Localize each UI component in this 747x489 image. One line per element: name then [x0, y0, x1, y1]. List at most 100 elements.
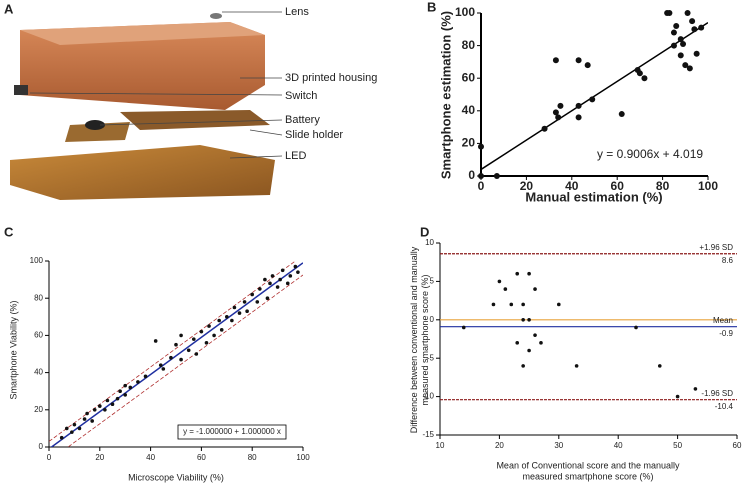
diagram-label: Slide holder: [285, 129, 343, 141]
data-point: [684, 10, 691, 16]
switch: [14, 85, 28, 95]
data-point: [527, 348, 531, 353]
data-point: [666, 10, 673, 16]
panel-label: B: [427, 0, 436, 14]
fit-line: [49, 261, 297, 442]
y-tick-label: 40: [34, 368, 43, 377]
reference-label: Mean: [713, 316, 733, 325]
data-point: [115, 396, 120, 401]
data-point: [103, 408, 107, 412]
data-point: [90, 419, 94, 423]
data-point: [515, 341, 520, 345]
data-point: [584, 62, 591, 69]
data-point: [589, 96, 596, 103]
data-point: [686, 65, 693, 72]
data-point: [153, 339, 158, 343]
diagram-label: Battery: [285, 114, 320, 126]
data-point: [533, 287, 537, 291]
data-point: [288, 274, 293, 278]
x-tick-label: 60: [197, 453, 206, 462]
y-axis-label: measured smartphone score (%): [420, 274, 430, 405]
data-point: [515, 271, 520, 276]
reference-label: +1.96 SD: [699, 243, 733, 252]
housing-top: [20, 22, 265, 45]
data-point: [461, 325, 466, 330]
data-point: [179, 333, 183, 338]
data-point: [689, 18, 696, 25]
data-point: [533, 333, 537, 337]
panel: C 0 20 40 60 80 100 0 20 40 60 80 100 Microscope Viab…: [4, 224, 310, 482]
data-point: [123, 383, 127, 388]
data-point: [59, 435, 64, 440]
diagram-label: Switch: [285, 90, 317, 102]
data-point: [77, 426, 82, 431]
data-point: [98, 404, 102, 408]
x-tick-label: 0: [478, 179, 485, 193]
data-point: [497, 279, 502, 284]
x-tick-label: 30: [554, 441, 563, 450]
data-point: [270, 274, 275, 278]
equation-box: [177, 424, 287, 440]
y-tick-label: 0: [468, 168, 475, 182]
data-point: [491, 302, 496, 307]
y-tick-label: 0: [430, 315, 435, 324]
data-point: [219, 328, 224, 332]
data-point: [575, 57, 582, 64]
data-point: [232, 305, 237, 310]
y-tick-label: 80: [34, 293, 43, 302]
data-point: [680, 40, 687, 47]
data-point: [72, 422, 77, 427]
x-tick-label: 20: [520, 179, 534, 193]
data-point: [675, 394, 680, 399]
data-point: [478, 173, 484, 179]
data-point: [275, 285, 280, 289]
data-point: [143, 374, 148, 379]
data-point: [85, 411, 89, 416]
data-point: [82, 417, 87, 421]
panel-label: C: [4, 224, 14, 239]
y-tick-label: -15: [422, 430, 434, 439]
fit-line: [67, 274, 303, 447]
data-point: [552, 57, 559, 64]
diagram-label: LED: [285, 150, 306, 162]
data-point: [698, 24, 705, 31]
data-point: [641, 75, 648, 82]
x-tick-label: 100: [698, 179, 718, 193]
data-point: [521, 318, 525, 322]
reference-value: -10.4: [715, 402, 734, 411]
data-point: [212, 333, 216, 338]
data-point: [136, 380, 140, 384]
data-point: [242, 300, 247, 304]
data-point: [64, 426, 69, 431]
data-point: [541, 125, 548, 132]
data-point: [557, 102, 564, 109]
data-point: [296, 270, 300, 274]
data-point: [128, 385, 133, 390]
y-tick-label: 100: [455, 5, 475, 19]
data-point: [636, 70, 643, 77]
x-tick-label: 80: [248, 453, 257, 462]
data-point: [478, 143, 484, 150]
data-point: [92, 408, 97, 412]
diagram-label: 3D printed housing: [285, 72, 377, 84]
x-axis-label: measured smartphone score (%): [522, 471, 653, 481]
data-point: [493, 173, 500, 179]
data-point: [503, 287, 508, 291]
x-tick-label: 60: [733, 441, 742, 450]
battery-board: [65, 122, 130, 142]
reference-value: 8.6: [722, 256, 734, 265]
data-point: [105, 398, 110, 403]
data-point: [682, 62, 689, 69]
x-tick-label: 0: [47, 453, 52, 462]
data-point: [527, 271, 531, 276]
x-tick-label: 20: [95, 453, 104, 462]
y-tick-label: 10: [425, 238, 434, 247]
data-point: [693, 387, 698, 391]
data-point: [527, 318, 531, 322]
data-point: [265, 296, 270, 301]
data-point: [691, 26, 698, 33]
data-point: [207, 324, 211, 328]
data-point: [574, 364, 579, 368]
data-point: [539, 341, 543, 345]
